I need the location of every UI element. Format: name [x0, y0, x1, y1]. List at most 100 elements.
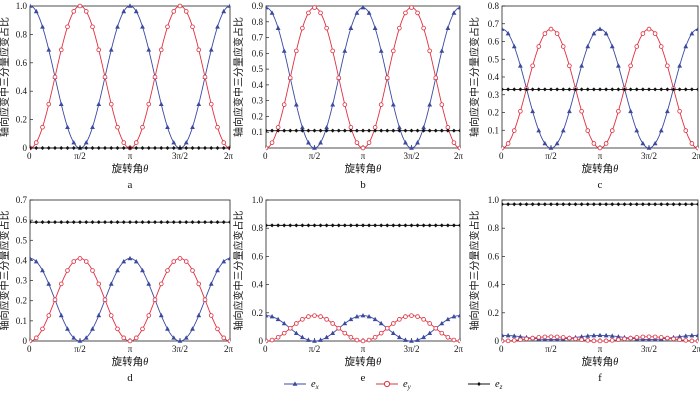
y-tick-label: 0.5: [16, 235, 28, 245]
data-point-ey: [300, 317, 305, 322]
data-point-ex: [306, 140, 311, 145]
data-point-ex: [127, 3, 133, 8]
legend-label: ez: [495, 379, 503, 391]
x-tick-label: π: [361, 344, 366, 354]
data-point-ex: [165, 326, 170, 331]
data-point-ey: [665, 63, 670, 69]
data-point-ez: [585, 202, 590, 207]
series-ez: [502, 202, 698, 207]
data-point-ex: [146, 47, 152, 52]
data-point-ey: [190, 24, 195, 30]
data-point-ex: [560, 127, 566, 133]
data-point-ez: [228, 146, 230, 150]
data-point-ex: [517, 63, 523, 68]
data-point-ey: [208, 313, 214, 318]
data-point-ex: [348, 316, 354, 322]
data-point-ez: [171, 146, 176, 150]
data-point-ey: [689, 141, 695, 146]
y-axis-label: 轴向应变中三分量应变占比: [468, 17, 481, 137]
data-point-ex: [77, 338, 83, 343]
data-point-ez: [266, 223, 268, 228]
data-point-ex: [597, 26, 603, 31]
data-point-ez: [121, 146, 126, 150]
x-tick-label: π/2: [309, 151, 321, 161]
data-point-ey: [511, 128, 517, 133]
data-point-ey: [505, 141, 511, 146]
data-point-ey: [183, 259, 189, 264]
x-tick-label: 0: [499, 344, 504, 354]
data-point-ey: [683, 338, 689, 343]
data-point-ey: [287, 326, 293, 331]
data-point-ez: [598, 202, 602, 207]
data-point-ex: [348, 25, 354, 30]
data-point-ey: [152, 74, 158, 80]
data-point-ey: [683, 128, 689, 133]
data-point-ez: [561, 87, 566, 92]
data-point-ey: [33, 335, 39, 341]
data-point-ey: [433, 326, 439, 331]
data-point-ex: [108, 47, 114, 52]
data-point-ez: [677, 202, 682, 207]
data-point-ey: [366, 337, 372, 343]
data-point-ez: [696, 87, 698, 92]
data-point-ez: [518, 202, 523, 207]
data-point-ey: [165, 24, 170, 30]
data-point-ex: [396, 124, 402, 130]
data-point-ey: [96, 47, 102, 53]
data-point-ex: [208, 47, 214, 52]
data-point-ey: [445, 334, 451, 340]
data-point-ez: [342, 128, 347, 133]
data-point-ez: [385, 223, 390, 228]
data-point-ez: [178, 146, 182, 150]
data-point-ex: [324, 124, 330, 130]
data-point-ey: [133, 335, 139, 341]
data-point-ey: [567, 335, 572, 341]
data-point-ey: [457, 338, 460, 344]
data-point-ez: [591, 87, 596, 92]
data-point-ey: [366, 140, 372, 145]
series-ez: [30, 220, 230, 225]
data-point-ez: [324, 223, 329, 228]
data-point-ey: [324, 25, 329, 31]
x-axis-label: 旋转角θ: [345, 162, 382, 175]
series-ey: [266, 313, 460, 344]
data-point-ey: [102, 297, 108, 303]
data-point-ez: [647, 202, 651, 207]
data-point-ez: [294, 223, 299, 228]
data-point-ez: [221, 146, 226, 150]
data-point-ey: [354, 337, 360, 343]
y-tick-label: 0.4: [252, 80, 264, 90]
data-point-ez: [379, 128, 384, 133]
y-tick-label: 0.2: [252, 308, 263, 318]
data-point-ez: [439, 223, 444, 228]
plot-frame: [501, 199, 699, 342]
data-point-ez: [184, 146, 189, 150]
data-point-ez: [140, 146, 145, 150]
plot-frame: [265, 199, 461, 342]
data-point-ez: [561, 202, 566, 207]
data-point-ey: [536, 44, 542, 49]
data-point-ey: [439, 330, 445, 336]
data-point-ex: [554, 140, 560, 146]
x-tick-label: π: [361, 151, 366, 161]
data-point-ey: [427, 48, 432, 54]
data-point-ez: [159, 146, 164, 150]
data-point-ex: [415, 140, 420, 145]
data-point-ex: [221, 258, 227, 264]
data-point-ey: [421, 25, 426, 31]
data-point-ez: [579, 87, 584, 92]
data-point-ex: [445, 25, 451, 30]
y-tick-label: 0.7: [16, 195, 28, 205]
data-point-ex: [58, 101, 64, 106]
data-point-ez: [318, 128, 323, 133]
data-point-ez: [159, 220, 164, 225]
data-point-ey: [108, 313, 114, 318]
data-point-ey: [318, 10, 323, 16]
series-line-ey: [30, 257, 230, 342]
data-point-ex: [505, 31, 511, 36]
data-point-ey: [457, 145, 460, 151]
y-tick-label: 1.0: [252, 195, 264, 205]
data-point-ex: [658, 127, 664, 133]
data-point-ez: [65, 220, 70, 225]
data-point-ez: [336, 128, 341, 133]
